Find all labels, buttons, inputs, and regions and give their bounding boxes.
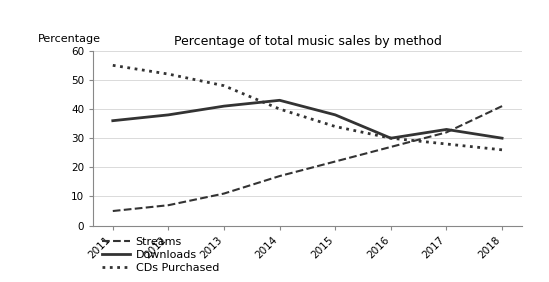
- CDs Purchased: [109, 64, 116, 67]
- Line: Streams: Streams: [113, 106, 502, 211]
- Streams: [221, 192, 227, 195]
- Downloads: [499, 136, 506, 140]
- Streams: [443, 131, 450, 134]
- CDs Purchased: [388, 136, 394, 140]
- Text: Percentage: Percentage: [38, 34, 100, 44]
- Downloads: [276, 99, 283, 102]
- Streams: [388, 145, 394, 149]
- Title: Percentage of total music sales by method: Percentage of total music sales by metho…: [173, 35, 441, 48]
- Downloads: [165, 113, 172, 116]
- Streams: [332, 160, 339, 163]
- Legend: Streams, Downloads, CDs Purchased: Streams, Downloads, CDs Purchased: [99, 234, 222, 276]
- Streams: [165, 204, 172, 207]
- Streams: [109, 209, 116, 213]
- Streams: [276, 174, 283, 178]
- Line: Downloads: Downloads: [113, 100, 502, 138]
- Downloads: [388, 136, 394, 140]
- Streams: [499, 104, 506, 108]
- CDs Purchased: [276, 107, 283, 111]
- Downloads: [443, 128, 450, 131]
- CDs Purchased: [332, 125, 339, 128]
- CDs Purchased: [443, 142, 450, 146]
- CDs Purchased: [499, 148, 506, 151]
- CDs Purchased: [165, 72, 172, 76]
- Downloads: [221, 104, 227, 108]
- CDs Purchased: [221, 84, 227, 87]
- Downloads: [109, 119, 116, 122]
- Downloads: [332, 113, 339, 116]
- Line: CDs Purchased: CDs Purchased: [113, 65, 502, 150]
